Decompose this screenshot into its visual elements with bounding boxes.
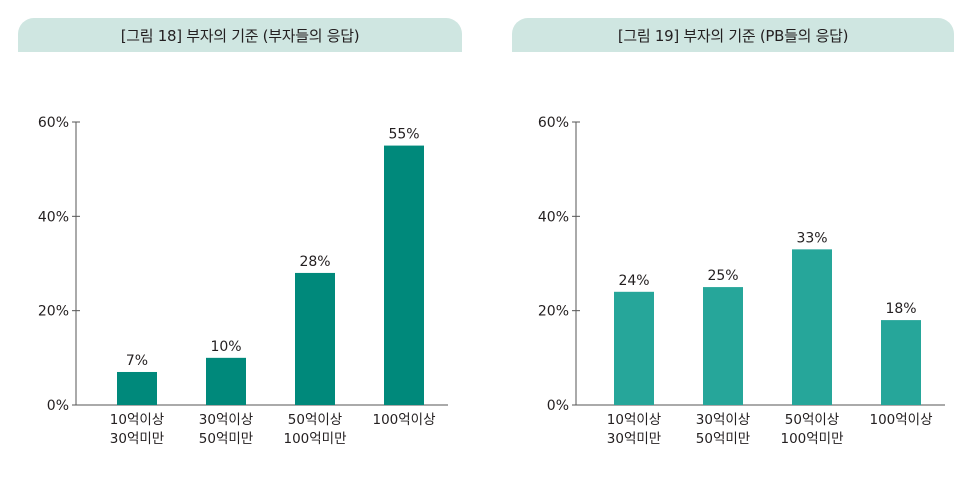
x-tick-label-line: 30억이상 bbox=[199, 412, 253, 428]
bar bbox=[881, 320, 921, 405]
x-tick-label-line: 30억미만 bbox=[607, 431, 661, 447]
x-tick-label: 50억이상 100억미만 bbox=[780, 412, 843, 447]
data-label: 7% bbox=[126, 353, 148, 369]
bar bbox=[384, 145, 424, 406]
x-tick-label-line: 50억미만 bbox=[696, 431, 750, 447]
chart-title: [그림 19] 부자의 기준 (PB들의 응답) bbox=[512, 18, 954, 52]
x-tick-label: 30억이상 50억미만 bbox=[696, 412, 750, 447]
y-tick-label: 0% bbox=[47, 398, 69, 414]
data-label: 18% bbox=[885, 301, 916, 317]
y-tick-label: 40% bbox=[38, 209, 69, 225]
bar bbox=[117, 371, 157, 405]
x-tick-label-line: 50억미만 bbox=[199, 431, 253, 447]
x-tick-label-line: 100억미만 bbox=[283, 431, 346, 447]
x-tick-label: 30억이상 50억미만 bbox=[199, 412, 253, 447]
x-tick-label: 50억이상 100억미만 bbox=[283, 412, 346, 447]
data-label: 33% bbox=[796, 230, 827, 246]
data-label: 10% bbox=[210, 339, 241, 355]
y-tick-label: 40% bbox=[538, 209, 569, 225]
bar-chart-19: 0% 20% 40% 60% 24% 10억이상 30억미만 25% 30억이상 50억미만 33%… bbox=[538, 115, 945, 447]
x-tick-label: 100억이상 bbox=[869, 412, 932, 428]
bar bbox=[703, 287, 743, 405]
data-label: 24% bbox=[618, 273, 649, 289]
y-tick-label: 20% bbox=[538, 304, 569, 320]
bar bbox=[206, 357, 246, 405]
data-label: 55% bbox=[388, 127, 419, 143]
x-tick-label: 10억이상 30억미만 bbox=[607, 412, 661, 447]
x-tick-label-line: 30억이상 bbox=[696, 412, 750, 428]
y-tick-label: 60% bbox=[38, 115, 69, 131]
chart-title: [그림 18] 부자의 기준 (부자들의 응답) bbox=[18, 18, 462, 52]
x-tick-label-line: 50억이상 bbox=[785, 412, 839, 428]
bar-chart-18: 0% 20% 40% 60% 7% 10억이상 30억미만 10% 30억이상 50억미만 28% 5… bbox=[38, 115, 448, 447]
y-tick-label: 20% bbox=[38, 304, 69, 320]
x-tick-label-line: 10억이상 bbox=[110, 412, 164, 428]
bar bbox=[614, 291, 654, 405]
x-tick-label-line: 50억이상 bbox=[288, 412, 342, 428]
x-tick-label-line: 100억미만 bbox=[780, 431, 843, 447]
x-tick-label-line: 30억미만 bbox=[110, 431, 164, 447]
chart-panel-18: [그림 18] 부자의 기준 (부자들의 응답) 0% 20% 40% 60% 7% 10… bbox=[0, 0, 470, 478]
x-tick-label: 10억이상 30억미만 bbox=[110, 412, 164, 447]
x-tick-label-line: 100억이상 bbox=[372, 412, 435, 428]
x-tick-label-line: 10억이상 bbox=[607, 412, 661, 428]
y-tick-label: 0% bbox=[547, 398, 569, 414]
y-tick-label: 60% bbox=[538, 115, 569, 131]
chart-panel-19: [그림 19] 부자의 기준 (PB들의 응답) 0% 20% 40% 60% 24% 1… bbox=[496, 0, 966, 478]
x-tick-label-line: 100억이상 bbox=[869, 412, 932, 428]
data-label: 28% bbox=[299, 254, 330, 270]
data-label: 25% bbox=[707, 268, 738, 284]
bar bbox=[792, 249, 832, 405]
bar bbox=[295, 272, 335, 405]
x-tick-label: 100억이상 bbox=[372, 412, 435, 428]
